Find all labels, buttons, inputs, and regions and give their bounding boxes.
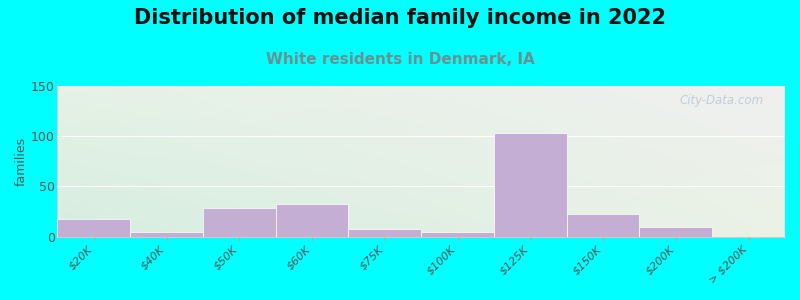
- Y-axis label: families: families: [15, 137, 28, 186]
- Bar: [58, 218, 130, 237]
- Bar: [639, 226, 712, 237]
- Bar: [130, 232, 203, 237]
- Text: Distribution of median family income in 2022: Distribution of median family income in …: [134, 8, 666, 28]
- Text: White residents in Denmark, IA: White residents in Denmark, IA: [266, 52, 534, 68]
- Bar: [494, 133, 566, 237]
- Bar: [566, 214, 639, 237]
- Bar: [276, 205, 349, 237]
- Bar: [349, 229, 422, 237]
- Bar: [422, 232, 494, 237]
- Bar: [203, 208, 276, 237]
- Text: City-Data.com: City-Data.com: [679, 94, 763, 106]
